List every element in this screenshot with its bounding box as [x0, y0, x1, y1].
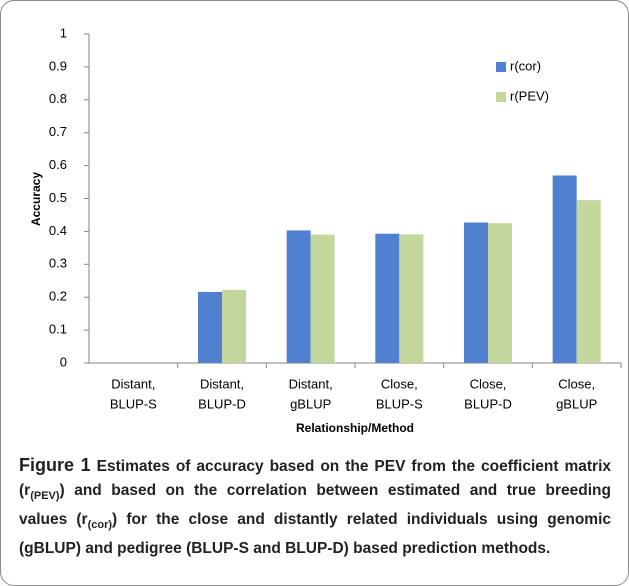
x-tick-label: BLUP-S: [110, 396, 157, 411]
x-tick-label: BLUP-D: [198, 396, 246, 411]
bar: [198, 291, 222, 363]
y-tick-label: 0: [60, 354, 67, 369]
x-tick-label: Close,: [470, 376, 507, 391]
y-tick-label: 0.1: [49, 322, 67, 337]
caption-text: Estimates of accuracy based on the PEV f…: [19, 458, 612, 499]
caption: Figure 1 Estimates of accuracy based on …: [19, 453, 611, 561]
x-tick-label: Distant,: [111, 376, 155, 391]
caption-text: ) and based on the correlation between e…: [19, 482, 611, 529]
bar: [375, 233, 400, 363]
legend-label: r(PEV): [510, 88, 549, 103]
x-tick-label: gBLUP: [290, 396, 331, 411]
bar: [399, 234, 424, 363]
x-tick-label: BLUP-D: [464, 396, 512, 411]
y-axis-title: Accuracy: [29, 172, 43, 226]
x-tick-label: Close,: [381, 376, 418, 391]
bar: [576, 200, 601, 363]
y-tick-label: 0.5: [49, 190, 67, 205]
legend-swatch: [496, 92, 506, 102]
bar: [488, 223, 512, 363]
y-tick-label: 0.4: [49, 223, 67, 238]
y-tick-label: 0.8: [49, 91, 67, 106]
caption-label: Figure 1: [19, 455, 91, 475]
x-tick-label: gBLUP: [556, 396, 597, 411]
y-tick-label: 0.3: [49, 256, 67, 271]
x-tick-label: Distant,: [200, 376, 244, 391]
bar: [464, 222, 488, 363]
legend-swatch: [496, 62, 506, 72]
caption-text: ) for the close and distantly related in…: [19, 511, 611, 558]
x-tick-label: BLUP-S: [376, 396, 423, 411]
chart: Accuracy Relationship/Method 0 0.1 0.2 0.3 0…: [29, 25, 622, 435]
bar: [222, 289, 246, 363]
bar: [552, 175, 577, 363]
x-axis-title: Relationship/Method: [296, 421, 414, 435]
legend-label: r(cor): [510, 58, 541, 73]
y-tick-label: 0.2: [49, 289, 67, 304]
x-tick-label: Close,: [558, 376, 595, 391]
caption-sub: (cor): [87, 519, 113, 532]
y-tick-label: 0.9: [49, 58, 67, 73]
bar: [286, 230, 311, 363]
y-tick-label: 1: [60, 25, 67, 40]
y-tick-label: 0.7: [49, 124, 67, 139]
y-tick-label: 0.6: [49, 157, 67, 172]
x-tick-label: Distant,: [289, 376, 333, 391]
caption-sub: (PEV): [30, 490, 60, 503]
bar: [310, 234, 335, 363]
